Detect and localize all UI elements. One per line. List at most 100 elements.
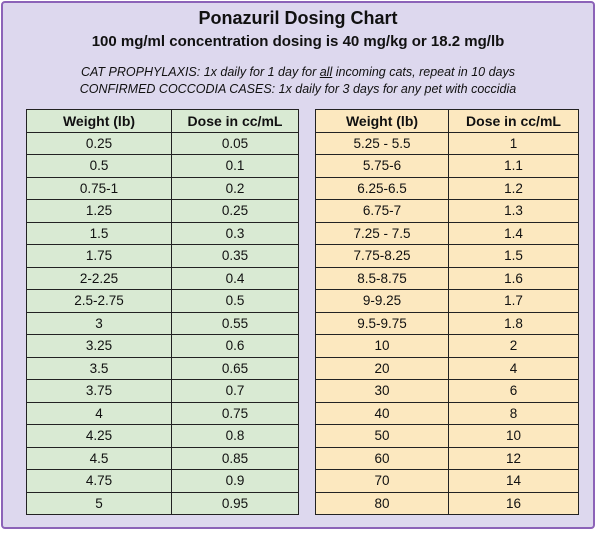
table-row: 3.5 0.65 xyxy=(26,356,299,380)
dose-cell: 14 xyxy=(448,469,579,493)
weight-cell: 5.25 - 5.5 xyxy=(315,131,449,155)
dose-cell: 10 xyxy=(448,424,579,448)
dose-cell: 0.3 xyxy=(171,221,299,245)
table-row: 9-9.25 1.7 xyxy=(315,289,579,313)
weight-cell: 1.25 xyxy=(26,199,172,223)
dose-cell: 0.2 xyxy=(171,176,299,200)
note1-text-start: CAT PROPHYLAXIS: 1x daily for 1 day for xyxy=(80,65,320,79)
table-row: 6.25-6.5 1.2 xyxy=(315,176,579,200)
weight-cell: 8.5-8.75 xyxy=(315,266,449,290)
table-row: 0.75-1 0.2 xyxy=(26,176,299,200)
table-header-row: Weight (lb) Dose in cc/mL xyxy=(26,109,299,133)
dose-cell: 0.4 xyxy=(171,266,299,290)
weight-cell: 0.75-1 xyxy=(26,176,172,200)
note1-emphasis: all xyxy=(319,65,333,79)
dose-cell: 0.7 xyxy=(171,379,299,403)
weight-cell: 4.5 xyxy=(26,446,172,470)
dose-cell: 16 xyxy=(448,491,579,515)
dose-cell: 1.3 xyxy=(448,199,579,223)
page-title: Ponazuril Dosing Chart xyxy=(198,8,398,28)
table-row: 1.25 0.25 xyxy=(26,199,299,223)
weight-cell: 5 xyxy=(26,491,172,515)
table-row: 6.75-7 1.3 xyxy=(315,199,579,223)
dose-cell: 1.1 xyxy=(448,154,579,178)
weight-cell: 2-2.25 xyxy=(26,266,172,290)
dose-cell: 1.6 xyxy=(448,266,579,290)
weight-cell: 4.25 xyxy=(26,424,172,448)
weight-cell: 3.75 xyxy=(26,379,172,403)
dose-cell: 1.8 xyxy=(448,311,579,335)
dose-cell: 8 xyxy=(448,401,579,425)
weight-cell: 10 xyxy=(315,334,449,358)
table-row: 4.5 0.85 xyxy=(26,446,299,470)
table-row: 3 0.55 xyxy=(26,311,299,335)
weight-cell: 1.75 xyxy=(26,244,172,268)
table-row: 50 10 xyxy=(315,424,579,448)
table-row: 2-2.25 0.4 xyxy=(26,266,299,290)
table-header-row: Weight (lb) Dose in cc/mL xyxy=(315,109,579,133)
dose-cell: 0.65 xyxy=(171,356,299,380)
table-row: 5.75-6 1.1 xyxy=(315,154,579,178)
weight-cell: 60 xyxy=(315,446,449,470)
coccidia-cases-note: CONFIRMED COCCODIA CASES: 1x daily for 3… xyxy=(79,82,517,96)
dose-cell: 0.9 xyxy=(171,469,299,493)
dose-cell: 0.1 xyxy=(171,154,299,178)
weight-cell: 50 xyxy=(315,424,449,448)
weight-cell: 20 xyxy=(315,356,449,380)
table-row: 30 6 xyxy=(315,379,579,403)
table-row: 60 12 xyxy=(315,446,579,470)
chart-frame: Ponazuril Dosing Chart 100 mg/ml concent… xyxy=(1,1,595,529)
weight-cell: 9.5-9.75 xyxy=(315,311,449,335)
note1-text-end: incoming cats, repeat in 10 days xyxy=(332,65,515,79)
weight-cell: 40 xyxy=(315,401,449,425)
weight-cell: 5.75-6 xyxy=(315,154,449,178)
dose-cell: 0.75 xyxy=(171,401,299,425)
dose-cell: 0.55 xyxy=(171,311,299,335)
weight-cell: 80 xyxy=(315,491,449,515)
dose-cell: 1.2 xyxy=(448,176,579,200)
weight-cell: 6.75-7 xyxy=(315,199,449,223)
dose-column-header: Dose in cc/mL xyxy=(448,109,579,133)
table-row: 4.75 0.9 xyxy=(26,469,299,493)
dose-cell: 1 xyxy=(448,131,579,155)
dose-cell: 0.5 xyxy=(171,289,299,313)
dose-cell: 0.25 xyxy=(171,199,299,223)
weight-cell: 9-9.25 xyxy=(315,289,449,313)
table-row: 70 14 xyxy=(315,469,579,493)
table-row: 9.5-9.75 1.8 xyxy=(315,311,579,335)
weight-cell: 30 xyxy=(315,379,449,403)
dose-cell: 1.7 xyxy=(448,289,579,313)
dose-cell: 6 xyxy=(448,379,579,403)
dose-cell: 0.85 xyxy=(171,446,299,470)
table-row: 4.25 0.8 xyxy=(26,424,299,448)
table-row: 2.5-2.75 0.5 xyxy=(26,289,299,313)
cat-prophylaxis-note: CAT PROPHYLAXIS: 1x daily for 1 day for … xyxy=(3,65,593,79)
weight-column-header: Weight (lb) xyxy=(315,109,449,133)
table-row: 80 16 xyxy=(315,491,579,515)
table-row: 3.75 0.7 xyxy=(26,379,299,403)
table-row: 7.75-8.25 1.5 xyxy=(315,244,579,268)
dosing-table-large-weights: Weight (lb) Dose in cc/mL 5.25 - 5.5 1 5.7… xyxy=(315,109,579,515)
concentration-subtitle: 100 mg/ml concentration dosing is 40 mg/… xyxy=(91,33,505,50)
table-row: 0.5 0.1 xyxy=(26,154,299,178)
table-row: 0.25 0.05 xyxy=(26,131,299,155)
weight-cell: 0.25 xyxy=(26,131,172,155)
dose-cell: 0.95 xyxy=(171,491,299,515)
table-row: 8.5-8.75 1.6 xyxy=(315,266,579,290)
weight-cell: 4 xyxy=(26,401,172,425)
weight-cell: 3 xyxy=(26,311,172,335)
dose-cell: 0.8 xyxy=(171,424,299,448)
weight-cell: 7.75-8.25 xyxy=(315,244,449,268)
table-row: 3.25 0.6 xyxy=(26,334,299,358)
table-row: 7.25 - 7.5 1.4 xyxy=(315,221,579,245)
dose-cell: 1.4 xyxy=(448,221,579,245)
weight-cell: 1.5 xyxy=(26,221,172,245)
dose-column-header: Dose in cc/mL xyxy=(171,109,299,133)
table-row: 10 2 xyxy=(315,334,579,358)
weight-column-header: Weight (lb) xyxy=(26,109,172,133)
weight-cell: 3.25 xyxy=(26,334,172,358)
dose-cell: 2 xyxy=(448,334,579,358)
table-row: 1.5 0.3 xyxy=(26,221,299,245)
dosing-table-small-weights: Weight (lb) Dose in cc/mL 0.25 0.05 0.5 0.1… xyxy=(26,109,299,515)
dose-cell: 0.6 xyxy=(171,334,299,358)
